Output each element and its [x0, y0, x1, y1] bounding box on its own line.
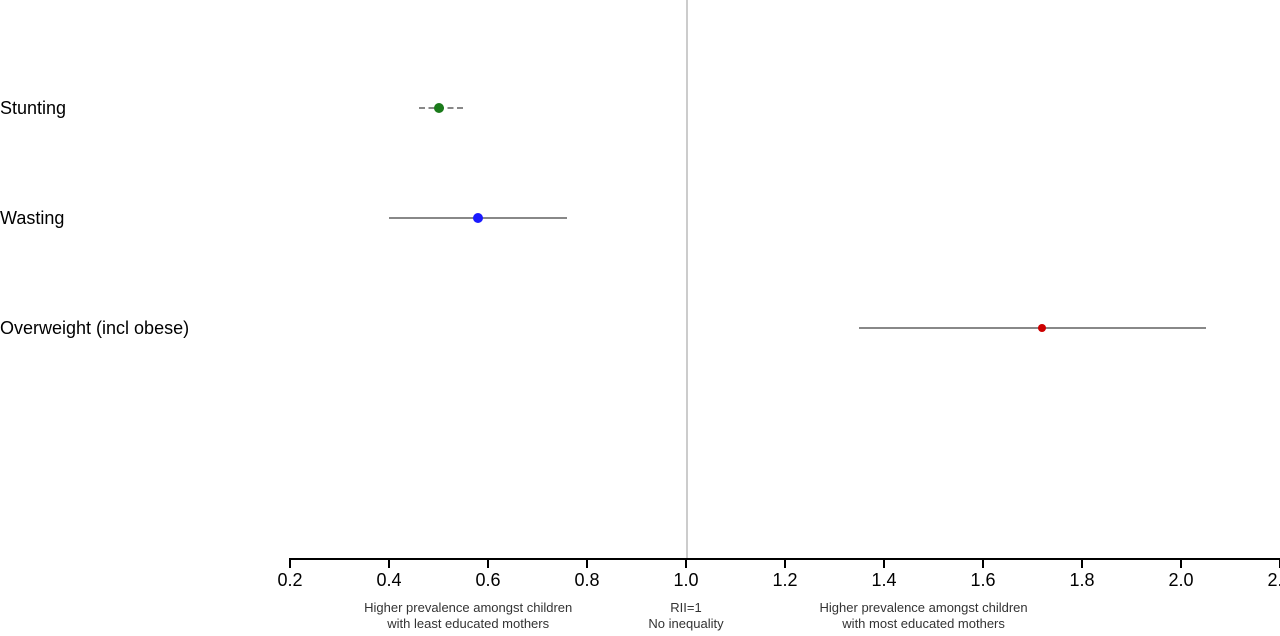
x-tick [1081, 558, 1083, 568]
annotation-left-line1: Higher prevalence amongst children [364, 600, 572, 615]
x-tick-label: 2.2 [1267, 570, 1280, 591]
x-tick [982, 558, 984, 568]
annotation-center: RII=1 No inequality [648, 600, 723, 631]
x-tick [784, 558, 786, 568]
data-point [473, 213, 483, 223]
data-point [434, 103, 444, 113]
x-tick [586, 558, 588, 568]
x-tick [487, 558, 489, 568]
x-tick [289, 558, 291, 568]
x-tick-label: 0.6 [475, 570, 500, 591]
x-tick [685, 558, 687, 568]
y-label: Stunting [0, 98, 66, 119]
annotation-left-line2: with least educated mothers [387, 616, 549, 631]
annotation-center-line2: No inequality [648, 616, 723, 631]
annotation-right-line2: with most educated mothers [842, 616, 1005, 631]
x-tick [883, 558, 885, 568]
y-label: Wasting [0, 208, 64, 229]
y-label: Overweight (incl obese) [0, 318, 189, 339]
x-tick-label: 1.4 [871, 570, 896, 591]
x-tick-label: 0.8 [574, 570, 599, 591]
x-tick-label: 1.0 [673, 570, 698, 591]
x-tick-label: 1.8 [1069, 570, 1094, 591]
reference-line [686, 0, 688, 558]
x-tick-label: 1.2 [772, 570, 797, 591]
plot-area [290, 0, 1280, 560]
annotation-right-line1: Higher prevalence amongst children [820, 600, 1028, 615]
data-point [1038, 324, 1046, 332]
x-tick-label: 0.4 [376, 570, 401, 591]
x-tick-label: 2.0 [1168, 570, 1193, 591]
x-tick-label: 0.2 [277, 570, 302, 591]
x-tick [388, 558, 390, 568]
x-tick [1180, 558, 1182, 568]
ci-line [859, 327, 1206, 329]
forest-plot: Higher prevalence amongst children with … [0, 0, 1280, 636]
x-tick-label: 1.6 [970, 570, 995, 591]
annotation-right: Higher prevalence amongst children with … [820, 600, 1028, 631]
annotation-left: Higher prevalence amongst children with … [364, 600, 572, 631]
annotation-center-line1: RII=1 [670, 600, 701, 615]
